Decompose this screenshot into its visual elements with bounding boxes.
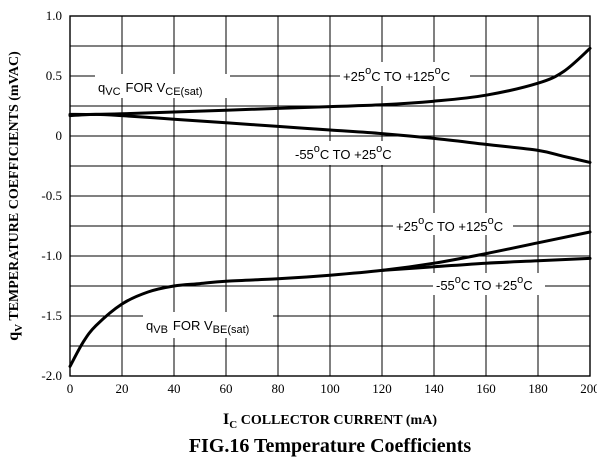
data-series bbox=[68, 46, 592, 368]
y-tick-label: -1.5 bbox=[41, 308, 62, 323]
y-axis-title: qV TEMPERATURE COEFFICIENTS (mVAC) bbox=[5, 51, 25, 341]
x-tick-label: 80 bbox=[272, 381, 285, 396]
annotation-lower-cold: -55oC TO +25oC bbox=[433, 273, 545, 295]
y-tick-label: -1.0 bbox=[41, 248, 62, 263]
annotation-qvb: qVB FOR VBE(sat) bbox=[143, 312, 273, 338]
svg-text:-55oC TO +25oC: -55oC TO +25oC bbox=[295, 143, 392, 162]
series-line-4 bbox=[380, 256, 592, 272]
series-line-1 bbox=[68, 46, 592, 116]
annotation-upper-hot: +25oC TO +125oC bbox=[340, 62, 470, 86]
series-line-2 bbox=[68, 112, 592, 164]
x-tick-label: 160 bbox=[476, 381, 496, 396]
x-tick-label: 0 bbox=[67, 381, 74, 396]
series-line-3 bbox=[68, 230, 592, 368]
svg-text:-55oC TO +25oC: -55oC TO +25oC bbox=[436, 274, 533, 293]
x-tick-label: 100 bbox=[320, 381, 340, 396]
x-tick-label: 20 bbox=[116, 381, 129, 396]
svg-text:+25oC TO +125oC: +25oC TO +125oC bbox=[396, 215, 503, 234]
x-tick-label: 40 bbox=[168, 381, 181, 396]
svg-text:+25oC TO +125oC: +25oC TO +125oC bbox=[343, 65, 450, 84]
x-axis-title: IC COLLECTOR CURRENT (mA) bbox=[223, 411, 437, 431]
x-tick-label: 60 bbox=[220, 381, 233, 396]
annotation-qvc: qVC FOR VCE(sat) bbox=[95, 74, 230, 98]
annotation-lower-hot: +25oC TO +125oC bbox=[393, 213, 513, 235]
x-axis-ticks: 0 20 40 60 80 100 120 140 160 180 200 bbox=[67, 381, 597, 396]
y-tick-label: -2.0 bbox=[41, 368, 62, 383]
x-tick-label: 120 bbox=[372, 381, 392, 396]
figure-caption: FIG.16 Temperature Coefficients bbox=[189, 435, 472, 457]
y-tick-label: 0.5 bbox=[46, 68, 62, 83]
y-tick-label: 1.0 bbox=[46, 8, 62, 23]
y-tick-label: 0 bbox=[56, 128, 63, 143]
annotation-upper-cold: -55oC TO +25oC bbox=[292, 141, 402, 165]
y-tick-label: -0.5 bbox=[41, 188, 62, 203]
x-tick-label: 180 bbox=[528, 381, 548, 396]
x-tick-label: 140 bbox=[424, 381, 444, 396]
x-tick-label: 200 bbox=[580, 381, 597, 396]
plot-frame bbox=[69, 15, 591, 377]
y-axis-ticks: 1.0 0.5 0 -0.5 -1.0 -1.5 -2.0 bbox=[41, 8, 62, 383]
